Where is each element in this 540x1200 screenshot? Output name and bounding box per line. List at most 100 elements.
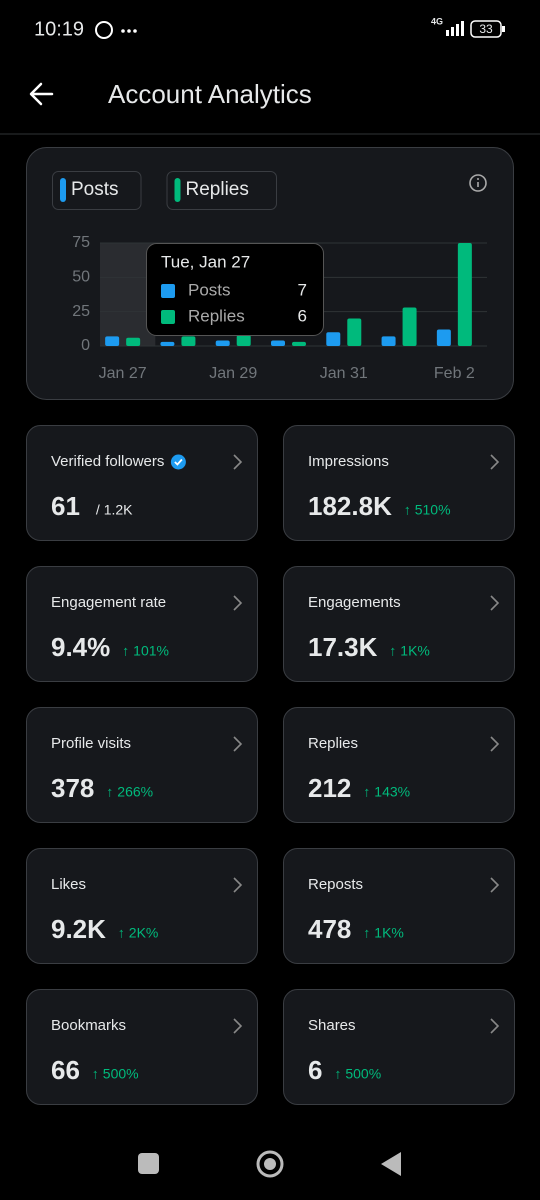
metric-value: 478	[308, 914, 351, 944]
metric-label: Reposts	[308, 876, 363, 893]
tooltip	[146, 243, 324, 336]
metric-change: ↑ 143%	[363, 784, 410, 800]
info-icon[interactable]	[469, 174, 487, 192]
info-icon-dot	[477, 178, 479, 180]
tooltip-swatch	[161, 310, 175, 324]
nav-recent[interactable]	[138, 1153, 159, 1174]
metric-label: Verified followers	[51, 453, 164, 470]
metric-card[interactable]	[26, 707, 258, 823]
tooltip-swatch	[161, 284, 175, 298]
bar	[292, 341, 306, 346]
metric-total: / 1.2K	[96, 502, 133, 518]
x-tick-label: Jan 29	[209, 365, 257, 382]
metric-label: Likes	[51, 876, 86, 893]
battery-tip	[502, 26, 505, 32]
legend-chip[interactable]	[52, 171, 142, 210]
metric-change: ↑ 1K%	[389, 643, 429, 659]
metric-label: Shares	[308, 1017, 356, 1034]
metric-card[interactable]	[283, 707, 515, 823]
bar	[160, 341, 175, 346]
tooltip-series-name: Posts	[188, 280, 231, 299]
y-tick-label: 75	[72, 234, 90, 251]
metric-cards: Verified followers 61 / 1.2K Impressions 182…	[26, 425, 515, 1105]
y-tick-label: 0	[81, 337, 90, 354]
bar	[181, 336, 196, 346]
chevron	[233, 454, 243, 470]
metric-label: Profile visits	[51, 735, 131, 752]
y-tick-label: 25	[72, 303, 90, 320]
bar	[236, 335, 251, 346]
y-tick-label: 50	[72, 269, 90, 286]
chevron	[490, 454, 500, 470]
x-tick-label: Feb 2	[434, 365, 475, 382]
chevron	[233, 595, 243, 611]
chevron	[233, 877, 243, 893]
more-icon	[121, 29, 137, 33]
bar	[271, 340, 285, 346]
signal-icon	[446, 21, 464, 36]
legend-label: Replies	[186, 179, 249, 200]
metric-label: Engagement rate	[51, 594, 166, 611]
metric-value: 61	[51, 491, 80, 521]
metric-change: ↑ 510%	[404, 502, 451, 518]
chart: Posts Replies 0 25 50 75 Jan 27 Jan 29 Jan 31 Feb…	[52, 171, 487, 382]
metric-change: ↑ 1K%	[363, 925, 403, 941]
chevron	[490, 877, 500, 893]
bar	[347, 318, 362, 346]
chevron	[490, 1018, 500, 1034]
whatsapp-icon	[95, 21, 113, 39]
metric-label: Bookmarks	[51, 1017, 126, 1034]
verified-check	[174, 458, 183, 466]
metric-change: ↑ 500%	[92, 1066, 139, 1082]
metric-label: Replies	[308, 735, 358, 752]
metric-value: 9.2K	[51, 914, 106, 944]
chevron	[233, 1018, 243, 1034]
metric-value: 378	[51, 773, 94, 803]
chevron	[490, 595, 500, 611]
nav-back[interactable]	[381, 1152, 401, 1176]
bar	[215, 340, 230, 346]
network-label: 4G	[431, 16, 443, 26]
metric-card[interactable]	[26, 425, 258, 541]
x-tick-label: Jan 31	[320, 365, 368, 382]
metric-card[interactable]	[26, 848, 258, 964]
metric-label: Engagements	[308, 594, 401, 611]
chevron	[490, 736, 500, 752]
chevron	[233, 736, 243, 752]
metric-change: ↑ 500%	[334, 1066, 381, 1082]
legend-chip[interactable]	[166, 171, 277, 210]
bar	[126, 337, 141, 346]
bar	[381, 336, 396, 346]
metric-change: ↑ 2K%	[118, 925, 158, 941]
battery-icon	[470, 20, 502, 38]
back-button[interactable]	[29, 82, 54, 106]
metric-value: 182.8K	[308, 491, 392, 521]
metric-card[interactable]	[283, 848, 515, 964]
metric-value: 17.3K	[308, 632, 378, 662]
metric-change: ↑ 266%	[106, 784, 153, 800]
metric-card[interactable]	[283, 425, 515, 541]
legend-swatch	[60, 178, 66, 202]
bar	[402, 307, 417, 346]
page-title: Account Analytics	[108, 79, 312, 109]
bar	[436, 329, 451, 346]
tooltip-series-name: Replies	[188, 306, 245, 325]
bar	[326, 332, 341, 346]
metric-card[interactable]	[26, 566, 258, 682]
metric-value: 66	[51, 1055, 80, 1085]
metric-value: 212	[308, 773, 351, 803]
legend-label: Posts	[71, 179, 119, 200]
tooltip-value: 7	[298, 280, 307, 299]
bar	[457, 243, 472, 346]
nav-home-dot	[264, 1158, 276, 1170]
tooltip-title: Tue, Jan 27	[161, 252, 250, 271]
x-tick-label: Jan 27	[99, 365, 147, 382]
metric-value: 6	[308, 1055, 322, 1085]
metric-card[interactable]	[26, 989, 258, 1105]
nav-home[interactable]	[256, 1150, 284, 1178]
metric-card[interactable]	[283, 989, 515, 1105]
metric-value: 9.4%	[51, 632, 110, 662]
metric-card[interactable]	[283, 566, 515, 682]
